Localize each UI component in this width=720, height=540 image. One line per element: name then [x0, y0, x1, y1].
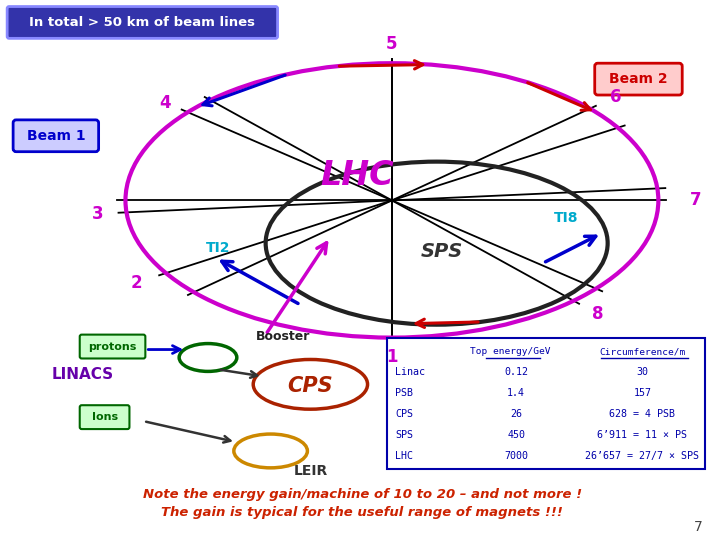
- Text: 7: 7: [690, 191, 701, 210]
- FancyBboxPatch shape: [595, 63, 683, 95]
- Text: Top energy/GeV: Top energy/GeV: [470, 347, 551, 356]
- Text: LINACS: LINACS: [52, 367, 114, 382]
- Text: 157: 157: [634, 388, 652, 399]
- Text: Note the energy gain/machine of 10 to 20 – and not more !: Note the energy gain/machine of 10 to 20…: [143, 488, 582, 501]
- Text: 2: 2: [131, 274, 143, 292]
- Text: 1.4: 1.4: [507, 388, 525, 399]
- Text: 4: 4: [160, 93, 171, 112]
- Text: The gain is typical for the useful range of magnets !!!: The gain is typical for the useful range…: [161, 506, 563, 519]
- Text: 26: 26: [510, 409, 522, 419]
- FancyBboxPatch shape: [7, 6, 278, 38]
- Text: LHC: LHC: [320, 159, 394, 192]
- FancyBboxPatch shape: [13, 120, 99, 152]
- Text: 7: 7: [694, 519, 703, 534]
- Text: 1: 1: [386, 348, 397, 366]
- Text: protons: protons: [89, 342, 137, 352]
- Text: 8: 8: [592, 305, 603, 323]
- Text: 6’911 = 11 × PS: 6’911 = 11 × PS: [598, 430, 688, 440]
- Text: 26’657 = 27/7 × SPS: 26’657 = 27/7 × SPS: [585, 451, 699, 461]
- Text: 30: 30: [636, 367, 649, 377]
- FancyBboxPatch shape: [80, 405, 130, 429]
- Text: Ions: Ions: [91, 412, 117, 422]
- Text: 628 = 4 PSB: 628 = 4 PSB: [609, 409, 675, 419]
- Text: 6: 6: [610, 87, 621, 106]
- Text: TI8: TI8: [554, 211, 578, 225]
- Text: LEIR: LEIR: [293, 464, 328, 478]
- Text: Booster: Booster: [256, 330, 310, 343]
- Text: Beam 2: Beam 2: [609, 72, 667, 86]
- Text: 5: 5: [386, 35, 397, 53]
- Text: 7000: 7000: [504, 451, 528, 461]
- Text: 3: 3: [91, 205, 103, 222]
- Text: In total > 50 km of beam lines: In total > 50 km of beam lines: [30, 16, 256, 29]
- FancyBboxPatch shape: [387, 338, 705, 469]
- FancyBboxPatch shape: [80, 335, 145, 359]
- Text: Beam 1: Beam 1: [27, 129, 85, 143]
- Text: 450: 450: [507, 430, 525, 440]
- Text: LHC: LHC: [395, 451, 413, 461]
- Text: Circumference/m: Circumference/m: [599, 347, 685, 356]
- Text: CPS: CPS: [395, 409, 413, 419]
- Text: SPS: SPS: [395, 430, 413, 440]
- Text: 0.12: 0.12: [504, 367, 528, 377]
- Text: SPS: SPS: [420, 241, 463, 261]
- Text: PSB: PSB: [395, 388, 413, 399]
- Text: CPS: CPS: [287, 376, 333, 396]
- Text: TI2: TI2: [206, 241, 230, 255]
- Text: Linac: Linac: [395, 367, 425, 377]
